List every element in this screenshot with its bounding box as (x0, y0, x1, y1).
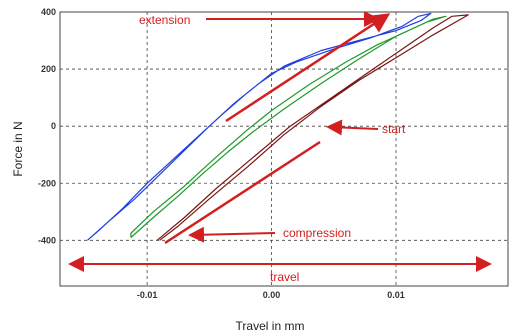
compression-diagonal-line (164, 140, 321, 245)
annotation-travel: travel (270, 270, 299, 284)
annotation-compression: compression (283, 226, 351, 240)
x-tick-label: -0.01 (137, 290, 158, 300)
plot-frame (59, 11, 509, 287)
start-arrow (326, 119, 379, 136)
extension-diagonal-arrow (225, 13, 391, 123)
y-tick-label: -400 (38, 235, 56, 245)
series-line-3 (156, 14, 469, 241)
x-axis-label: Travel in mm (236, 319, 305, 333)
x-tick-label: 0.01 (387, 290, 405, 300)
series-lines (87, 12, 469, 241)
y-tick-label: 0 (51, 121, 56, 131)
y-axis-label: Force in N (11, 121, 25, 176)
grid (60, 12, 508, 286)
annotation-extension: extension (139, 13, 190, 27)
compression-arrow (188, 226, 276, 243)
y-tick-label: -200 (38, 178, 56, 188)
y-tick-label: 200 (41, 64, 56, 74)
annotation-start: start (382, 122, 406, 136)
series-line-1 (87, 12, 432, 241)
y-tick-label: 400 (41, 7, 56, 17)
tick-labels: -0.01 0.00 0.01 400 200 0 -200 -400 (38, 7, 405, 300)
series-line-2 (130, 15, 447, 238)
x-tick-label: 0.00 (263, 290, 281, 300)
